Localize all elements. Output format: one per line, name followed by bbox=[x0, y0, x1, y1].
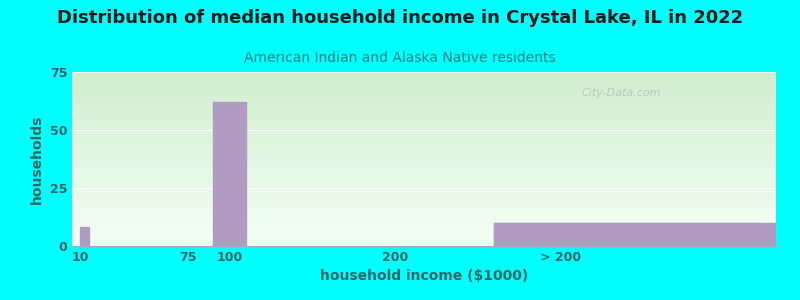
Bar bbox=[494, 223, 776, 246]
X-axis label: household income ($1000): household income ($1000) bbox=[320, 269, 528, 284]
Bar bbox=[80, 227, 89, 246]
Text: American Indian and Alaska Native residents: American Indian and Alaska Native reside… bbox=[244, 51, 556, 65]
Bar bbox=[213, 102, 246, 246]
Y-axis label: households: households bbox=[30, 114, 44, 204]
Text: Distribution of median household income in Crystal Lake, IL in 2022: Distribution of median household income … bbox=[57, 9, 743, 27]
Text: City-Data.com: City-Data.com bbox=[582, 88, 661, 98]
Bar bbox=[494, 223, 759, 246]
